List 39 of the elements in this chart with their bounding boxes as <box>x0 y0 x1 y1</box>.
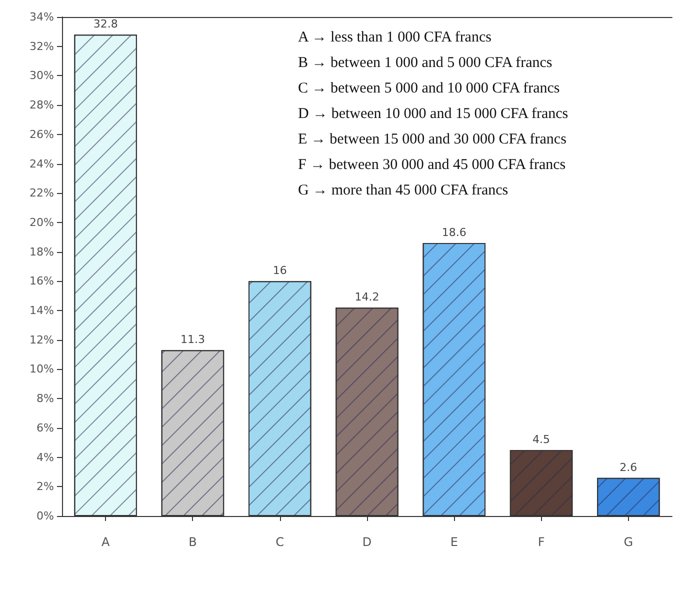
annotation: C → between 5 000 and 10 000 CFA francs <box>298 80 560 96</box>
y-tick-label: 26% <box>30 128 54 141</box>
data-label: 16 <box>272 264 287 278</box>
x-tick-label: D <box>362 535 372 549</box>
y-tick-label: 4% <box>36 450 54 464</box>
y-tick-label: 2% <box>36 480 54 494</box>
x-tick-label: A <box>101 535 110 549</box>
data-label: 4.5 <box>532 432 550 446</box>
y-tick-label: 32% <box>30 40 54 53</box>
data-label: 2.6 <box>620 460 638 474</box>
y-tick-label: 6% <box>36 421 54 434</box>
y-tick-label: 14% <box>30 304 54 318</box>
y-tick-label: 10% <box>30 362 54 376</box>
y-tick-label: 20% <box>30 216 54 229</box>
x-tick-label: B <box>188 535 197 549</box>
y-tick-label: 28% <box>30 98 54 112</box>
y-tick-label: 22% <box>30 186 54 200</box>
annotation: E → between 15 000 and 30 000 CFA francs <box>298 132 567 148</box>
y-tick-label: 12% <box>30 333 54 346</box>
annotation: G → more than 45 000 CFA francs <box>298 182 508 198</box>
x-tick-label: C <box>276 535 284 549</box>
y-tick-label: 30% <box>30 69 54 82</box>
y-tick-label: 34% <box>30 10 54 24</box>
y-tick-label: 16% <box>30 274 54 288</box>
x-tick-label: F <box>538 535 545 549</box>
data-label: 11.3 <box>180 333 205 346</box>
data-label: 14.2 <box>354 290 380 304</box>
y-tick-label: 8% <box>36 392 54 406</box>
annotation: A → less than 1 000 CFA francs <box>298 30 492 46</box>
annotation: F → between 30 000 and 45 000 CFA francs <box>298 157 566 173</box>
y-tick-label: 0% <box>36 510 54 522</box>
annotation: D → between 10 000 and 15 000 CFA francs <box>298 106 568 122</box>
y-tick-label: 24% <box>30 157 54 170</box>
x-tick-label: G <box>624 535 634 549</box>
data-label: 18.6 <box>442 226 466 240</box>
x-tick-label: E <box>450 535 458 549</box>
annotation: B → between 1 000 and 5 000 CFA francs <box>298 55 552 71</box>
y-tick-label: 18% <box>30 245 54 258</box>
data-label: 32.8 <box>93 18 118 31</box>
